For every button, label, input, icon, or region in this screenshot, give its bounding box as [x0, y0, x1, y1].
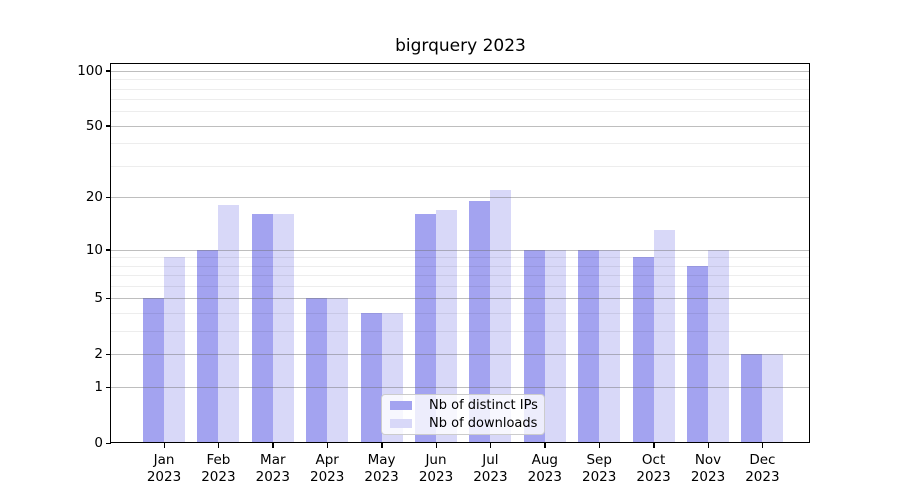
gridline-minor-70 — [111, 99, 809, 101]
x-tick-label-sep: Sep 2023 — [582, 452, 617, 485]
y-tick-label-0: 0 — [94, 435, 103, 451]
gridline-minor-40 — [111, 143, 809, 145]
x-tick-mark-dec — [761, 443, 764, 448]
chart-title: bigrquery 2023 — [395, 36, 526, 56]
y-tick-label-100: 100 — [77, 62, 103, 79]
y-tick-mark-100 — [106, 70, 111, 72]
legend-swatch-distinct-ips — [390, 401, 412, 411]
x-tick-mark-mar — [272, 443, 274, 448]
gridline-major-10 — [111, 249, 809, 251]
gridline-major-2 — [111, 354, 809, 356]
y-tick-label-50: 50 — [85, 117, 103, 134]
gridline-major-20 — [111, 197, 809, 199]
bar-ips-jan — [143, 298, 164, 442]
bar-ips-nov — [687, 265, 708, 442]
y-tick-label-20: 20 — [85, 189, 103, 206]
gridline-minor-4 — [111, 313, 809, 315]
bar-ips-dec — [741, 354, 763, 442]
x-tick-label-mar: Mar 2023 — [255, 452, 290, 485]
y-tick-label-1: 1 — [94, 379, 103, 396]
bar-downloads-aug — [544, 249, 566, 442]
bar-downloads-feb — [218, 205, 240, 442]
y-tick-label-2: 2 — [94, 346, 103, 363]
gridline-minor-60 — [111, 111, 809, 113]
legend-label-downloads: Nb of downloads — [429, 415, 538, 431]
x-tick-label-dec: Dec 2023 — [745, 452, 780, 485]
bar-downloads-jun — [436, 209, 457, 442]
y-tick-label-5: 5 — [94, 290, 103, 307]
x-tick-mark-nov — [707, 443, 709, 448]
x-tick-mark-may — [381, 443, 383, 448]
legend-item-distinct-ips: Nb of distinct IPs — [388, 397, 538, 415]
x-tick-mark-sep — [598, 443, 601, 448]
bar-downloads-oct — [653, 230, 675, 442]
bar-downloads-jul — [490, 190, 512, 442]
bar-ips-aug — [523, 249, 545, 442]
x-tick-mark-apr — [326, 443, 329, 448]
y-tick-mark-20 — [106, 196, 111, 199]
bar-ips-sep — [578, 249, 600, 442]
y-tick-label-10: 10 — [85, 241, 103, 258]
bar-ips-feb — [197, 249, 219, 442]
y-tick-mark-50 — [106, 125, 111, 127]
bar-ips-jul — [469, 201, 491, 442]
gridline-major-1 — [111, 387, 809, 389]
x-tick-mark-oct — [653, 443, 655, 448]
x-tick-mark-jul — [489, 443, 492, 448]
y-tick-mark-5 — [106, 297, 111, 300]
x-tick-label-oct: Oct 2023 — [636, 452, 671, 485]
bar-downloads-nov — [708, 249, 729, 442]
x-tick-label-feb: Feb 2023 — [201, 452, 236, 485]
gridline-minor-90 — [111, 79, 809, 81]
bar-downloads-jan — [164, 257, 185, 442]
x-tick-mark-feb — [217, 443, 220, 448]
gridline-minor-7 — [111, 275, 809, 277]
bar-downloads-apr — [327, 298, 349, 442]
gridline-minor-30 — [111, 165, 809, 167]
x-tick-label-jan: Jan 2023 — [146, 452, 182, 485]
x-tick-mark-jan — [163, 443, 165, 448]
bar-downloads-dec — [762, 354, 784, 442]
gridline-major-50 — [111, 125, 809, 127]
legend: Nb of distinct IPs Nb of downloads — [381, 394, 545, 435]
y-tick-mark-10 — [106, 249, 111, 251]
gridline-minor-9 — [111, 257, 809, 259]
bar-ips-may — [360, 313, 382, 442]
bar-ips-oct — [632, 257, 654, 442]
x-tick-label-jul: Jul 2023 — [473, 452, 508, 485]
legend-swatch-downloads — [390, 418, 412, 428]
gridline-minor-3 — [111, 331, 809, 333]
y-tick-mark-2 — [106, 353, 111, 356]
bar-downloads-mar — [272, 214, 294, 442]
gridline-major-5 — [111, 298, 809, 300]
x-tick-mark-jun — [435, 443, 437, 448]
gridline-minor-6 — [111, 286, 809, 288]
bar-ips-jun — [415, 214, 436, 442]
legend-item-downloads: Nb of downloads — [388, 415, 538, 433]
gridline-minor-80 — [111, 88, 809, 90]
y-tick-mark-0 — [106, 442, 111, 444]
legend-label-distinct-ips: Nb of distinct IPs — [429, 398, 538, 414]
gridline-minor-8 — [111, 265, 809, 267]
x-tick-label-jun: Jun 2023 — [418, 452, 454, 485]
x-tick-label-nov: Nov 2023 — [690, 452, 726, 485]
gridline-major-100 — [111, 70, 809, 72]
x-tick-label-apr: Apr 2023 — [310, 452, 345, 485]
bar-downloads-sep — [599, 249, 621, 442]
bar-ips-apr — [306, 298, 328, 442]
x-tick-mark-aug — [544, 443, 546, 448]
x-tick-label-aug: Aug 2023 — [527, 452, 562, 485]
y-tick-mark-1 — [106, 386, 111, 389]
x-tick-label-may: May 2023 — [364, 452, 399, 485]
bar-ips-mar — [251, 214, 273, 442]
